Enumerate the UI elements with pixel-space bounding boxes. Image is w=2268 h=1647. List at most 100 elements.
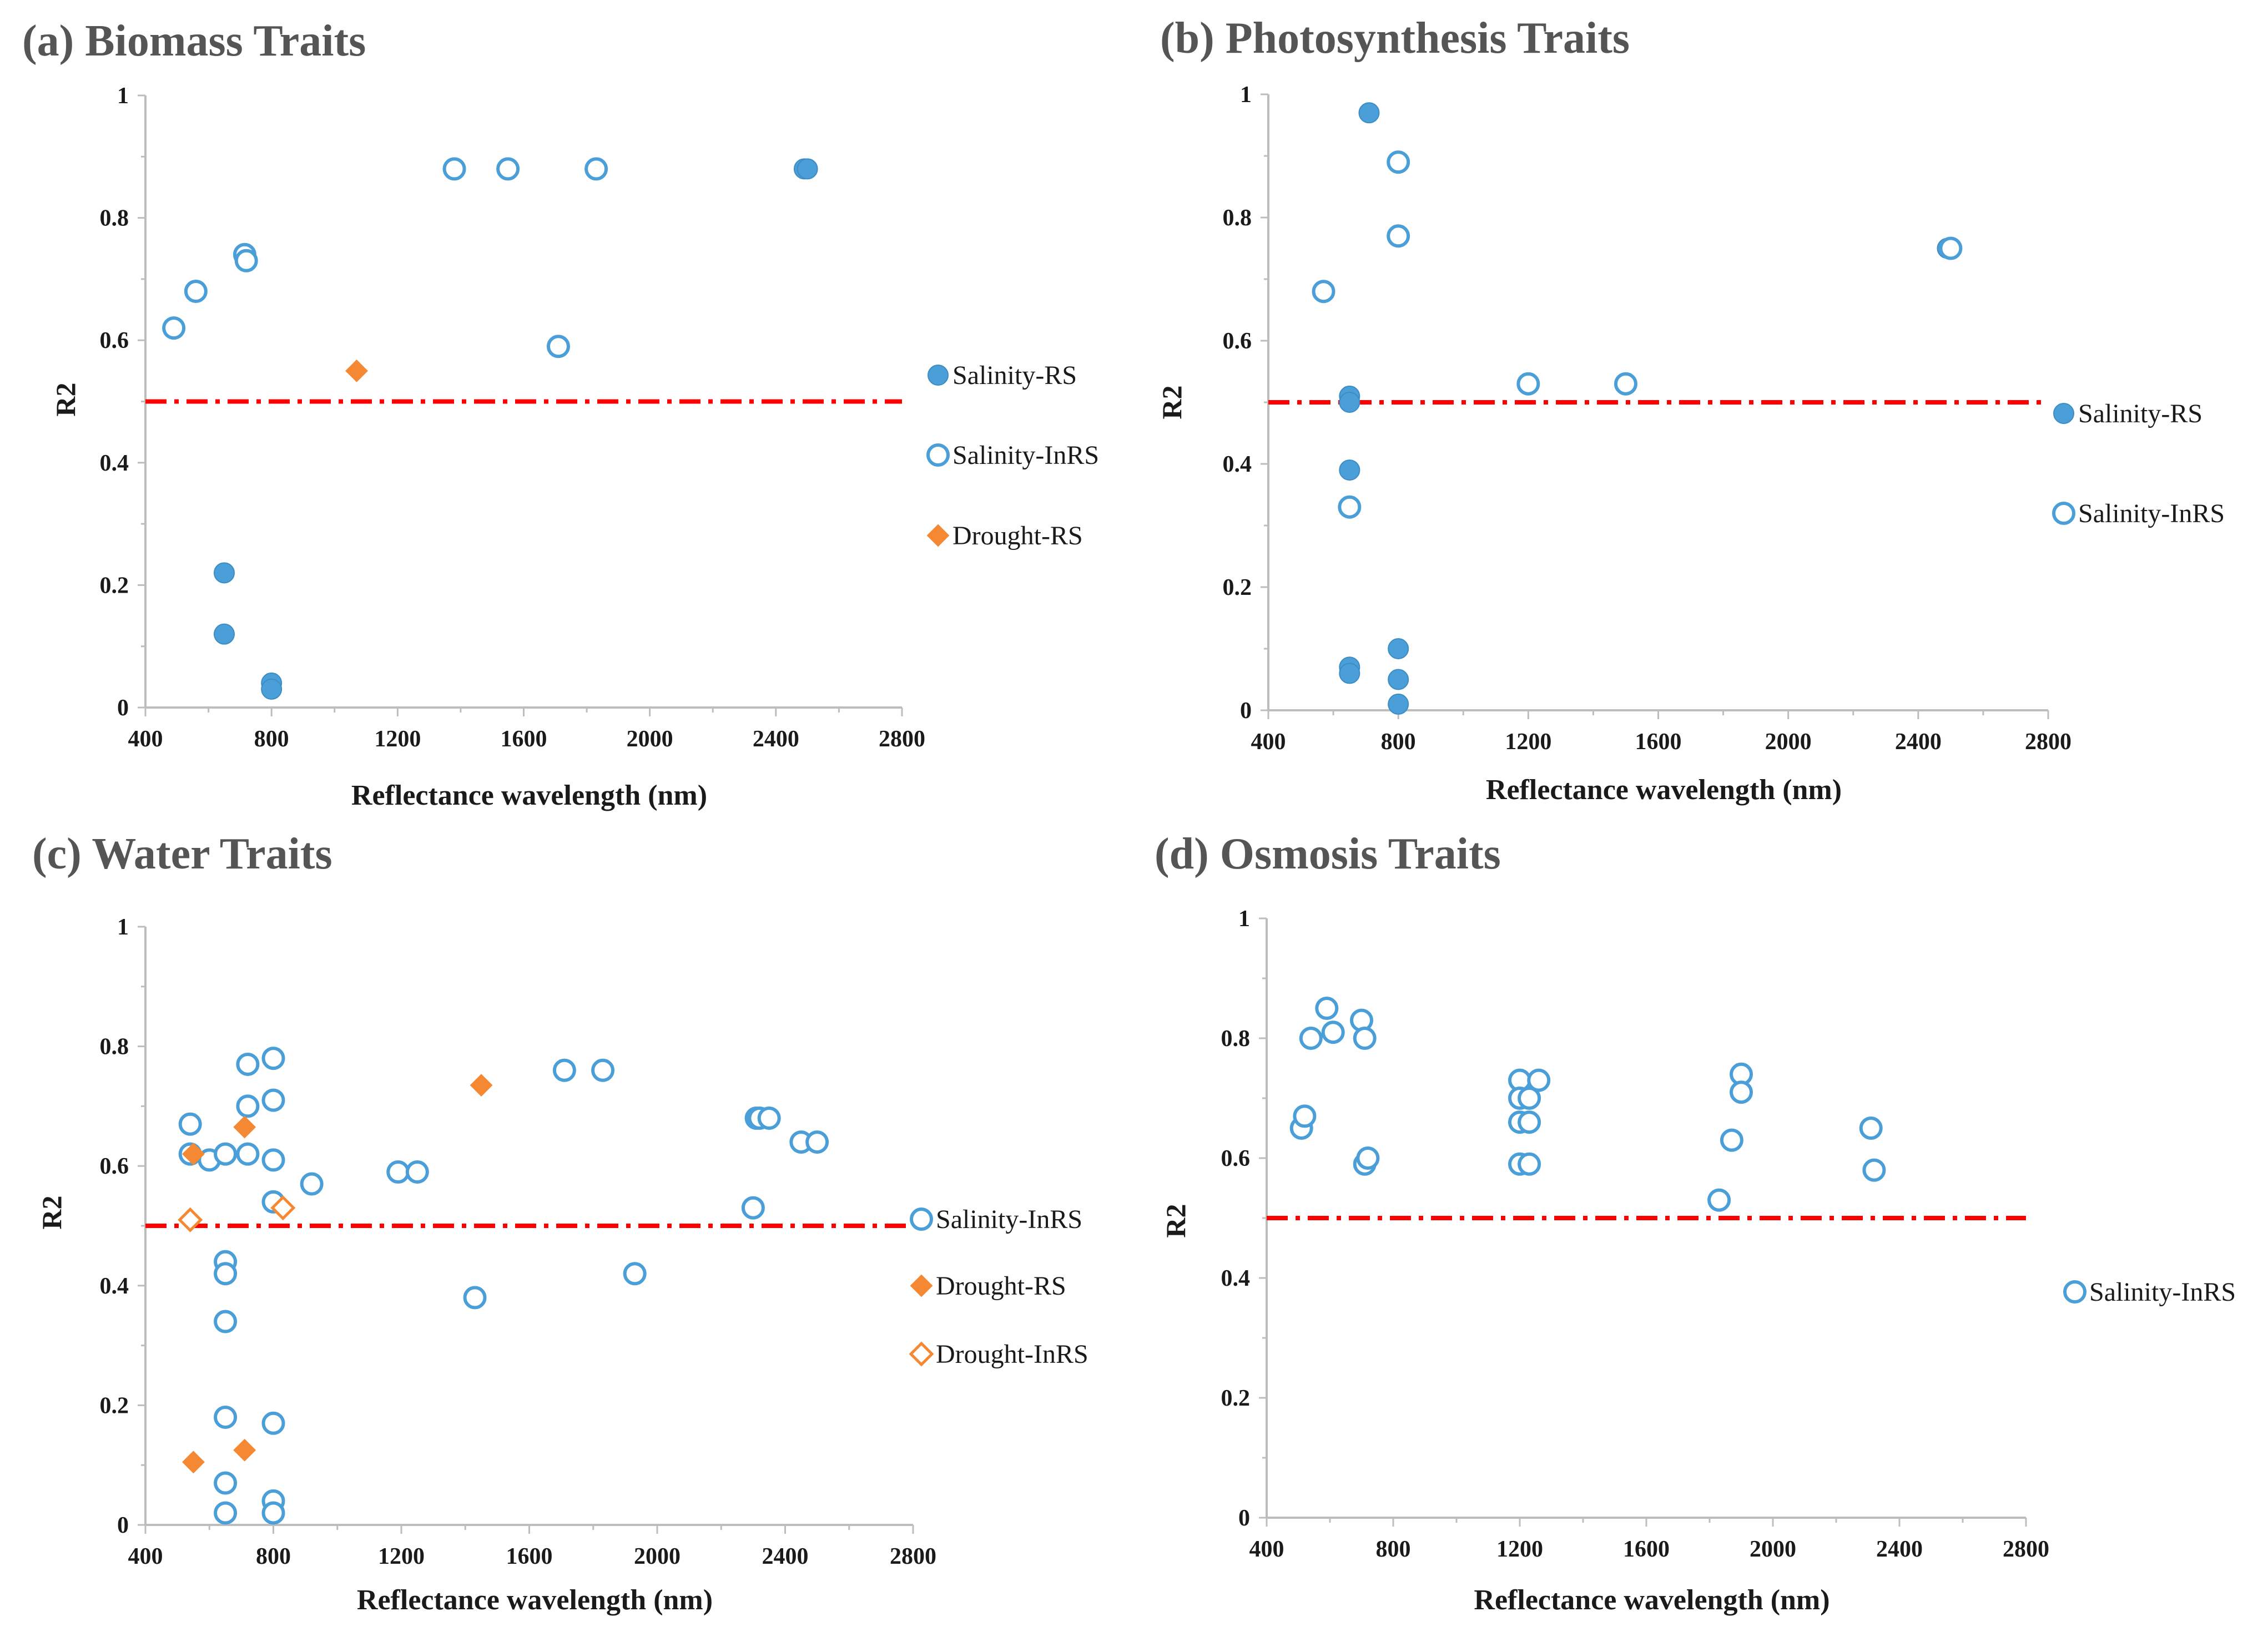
salinity-inrs-point	[1356, 1146, 1380, 1170]
legend-label: Salinity-RS	[952, 361, 1077, 390]
salinity-inrs-point	[1312, 280, 1335, 304]
y-tick-label: 0.6	[1223, 329, 1252, 354]
salinity-inrs-point	[1516, 372, 1540, 396]
salinity-inrs-point	[261, 1088, 285, 1112]
salinity-inrs-point	[1939, 236, 1963, 260]
salinity-rs-point	[797, 158, 818, 180]
panel-title: (b) Photosynthesis Traits	[1160, 14, 1630, 63]
y-tick-label: 1	[117, 83, 129, 109]
y-tick-label: 0.8	[1223, 205, 1252, 231]
salinity-inrs-point	[1730, 1080, 1753, 1104]
salinity-inrs-point	[1338, 495, 1362, 519]
legend-marker	[910, 1208, 933, 1231]
legend-label: Salinity-InRS	[936, 1205, 1082, 1234]
legend-marker	[926, 443, 950, 467]
x-tick-label: 2800	[890, 1544, 936, 1569]
salinity-inrs-point	[261, 1501, 285, 1525]
salinity-inrs-point	[162, 316, 186, 340]
salinity-inrs-point	[623, 1262, 647, 1286]
salinity-inrs-point	[591, 1058, 615, 1082]
drought-rs-point	[470, 1074, 493, 1097]
x-tick-label: 1200	[1496, 1537, 1543, 1562]
salinity-inrs-point	[234, 249, 258, 272]
salinity-rs-point	[1339, 459, 1360, 481]
salinity-inrs-point	[236, 1094, 260, 1118]
y-tick-label: 0	[1240, 698, 1252, 724]
x-tick-label: 2800	[2025, 729, 2072, 755]
y-axis-title: R2	[50, 382, 81, 416]
x-tick-label: 400	[128, 726, 163, 752]
y-tick-label: 0.2	[1221, 1386, 1251, 1411]
x-tick-label: 2400	[1876, 1537, 1923, 1562]
salinity-inrs-point	[1862, 1158, 1886, 1182]
drought-rs-point	[182, 1143, 205, 1166]
salinity-inrs-point	[546, 335, 570, 358]
salinity-inrs-point	[1315, 997, 1339, 1020]
drought-inrs-point	[178, 1207, 203, 1232]
x-tick-label: 1200	[1505, 729, 1551, 755]
drought-rs-point	[345, 359, 368, 382]
x-tick-label: 400	[1251, 729, 1286, 755]
panel-title: (a) Biomass Traits	[22, 17, 366, 65]
salinity-inrs-point	[1293, 1104, 1317, 1128]
x-axis-title: Reflectance wavelength (nm)	[357, 1584, 713, 1616]
legend-label: Salinity-InRS	[2089, 1277, 2236, 1307]
y-axis-title: R2	[36, 1195, 67, 1229]
salinity-inrs-point	[405, 1160, 429, 1184]
x-tick-label: 2400	[753, 726, 799, 752]
salinity-inrs-point	[214, 1310, 238, 1333]
salinity-inrs-point	[442, 157, 466, 181]
y-tick-label: 1	[1240, 82, 1252, 108]
salinity-inrs-point	[1299, 1027, 1323, 1050]
y-tick-label: 1	[117, 915, 129, 940]
x-tick-label: 400	[1249, 1537, 1284, 1562]
panel-title: (d) Osmosis Traits	[1155, 830, 1501, 878]
chart-panel-b: (b) Photosynthesis Traits 0 0.2 0.4 0.6 0.8 1 4…	[1156, 14, 2225, 806]
chart-panel-d: (d) Osmosis Traits 0 0.2 0.4 0.6 0.8 1 400 800 12…	[1155, 830, 2236, 1616]
y-tick-label: 0.8	[100, 1034, 129, 1060]
x-tick-label: 800	[254, 726, 289, 752]
x-tick-label: 1600	[1635, 729, 1682, 755]
y-tick-label: 0.6	[1221, 1146, 1251, 1171]
legend-marker	[2063, 1280, 2086, 1304]
x-axis-title: Reflectance wavelength (nm)	[1474, 1584, 1829, 1616]
salinity-inrs-point	[214, 1501, 238, 1525]
salinity-inrs-point	[805, 1130, 829, 1154]
salinity-inrs-point	[261, 1047, 285, 1070]
legend-marker	[909, 1341, 934, 1367]
salinity-rs-point	[1339, 392, 1360, 413]
x-tick-label: 1600	[1623, 1537, 1670, 1562]
salinity-inrs-point	[1518, 1152, 1541, 1176]
salinity-rs-point	[261, 678, 283, 700]
x-tick-label: 2400	[1895, 729, 1942, 755]
salinity-inrs-point	[1353, 1027, 1377, 1050]
salinity-inrs-point	[214, 1142, 238, 1166]
salinity-rs-point	[1358, 102, 1380, 124]
salinity-inrs-point	[496, 157, 520, 181]
x-tick-label: 2800	[2003, 1537, 2049, 1562]
salinity-inrs-point	[178, 1112, 202, 1136]
x-tick-label: 2400	[762, 1544, 809, 1569]
x-tick-label: 1200	[378, 1544, 425, 1569]
x-tick-label: 1600	[506, 1544, 553, 1569]
legend-label: Drought-RS	[952, 521, 1083, 550]
y-tick-label: 0	[1238, 1505, 1250, 1531]
y-tick-label: 0.4	[100, 1274, 129, 1299]
salinity-inrs-point	[386, 1160, 410, 1184]
salinity-rs-point	[1339, 663, 1360, 684]
x-tick-label: 400	[128, 1544, 163, 1569]
drought-rs-point	[233, 1115, 256, 1139]
y-tick-label: 0.8	[100, 206, 129, 231]
salinity-inrs-point	[741, 1196, 765, 1220]
y-tick-label: 0.4	[100, 451, 129, 476]
salinity-rs-point	[213, 562, 235, 584]
y-tick-label: 0.4	[1221, 1266, 1251, 1291]
y-tick-label: 0	[117, 695, 129, 721]
legend-label: Drought-RS	[936, 1271, 1066, 1301]
salinity-inrs-point	[300, 1172, 324, 1196]
salinity-inrs-point	[236, 1052, 260, 1076]
drought-inrs-point	[270, 1195, 296, 1221]
x-tick-label: 2000	[1750, 1537, 1796, 1562]
salinity-inrs-point	[1387, 150, 1410, 174]
